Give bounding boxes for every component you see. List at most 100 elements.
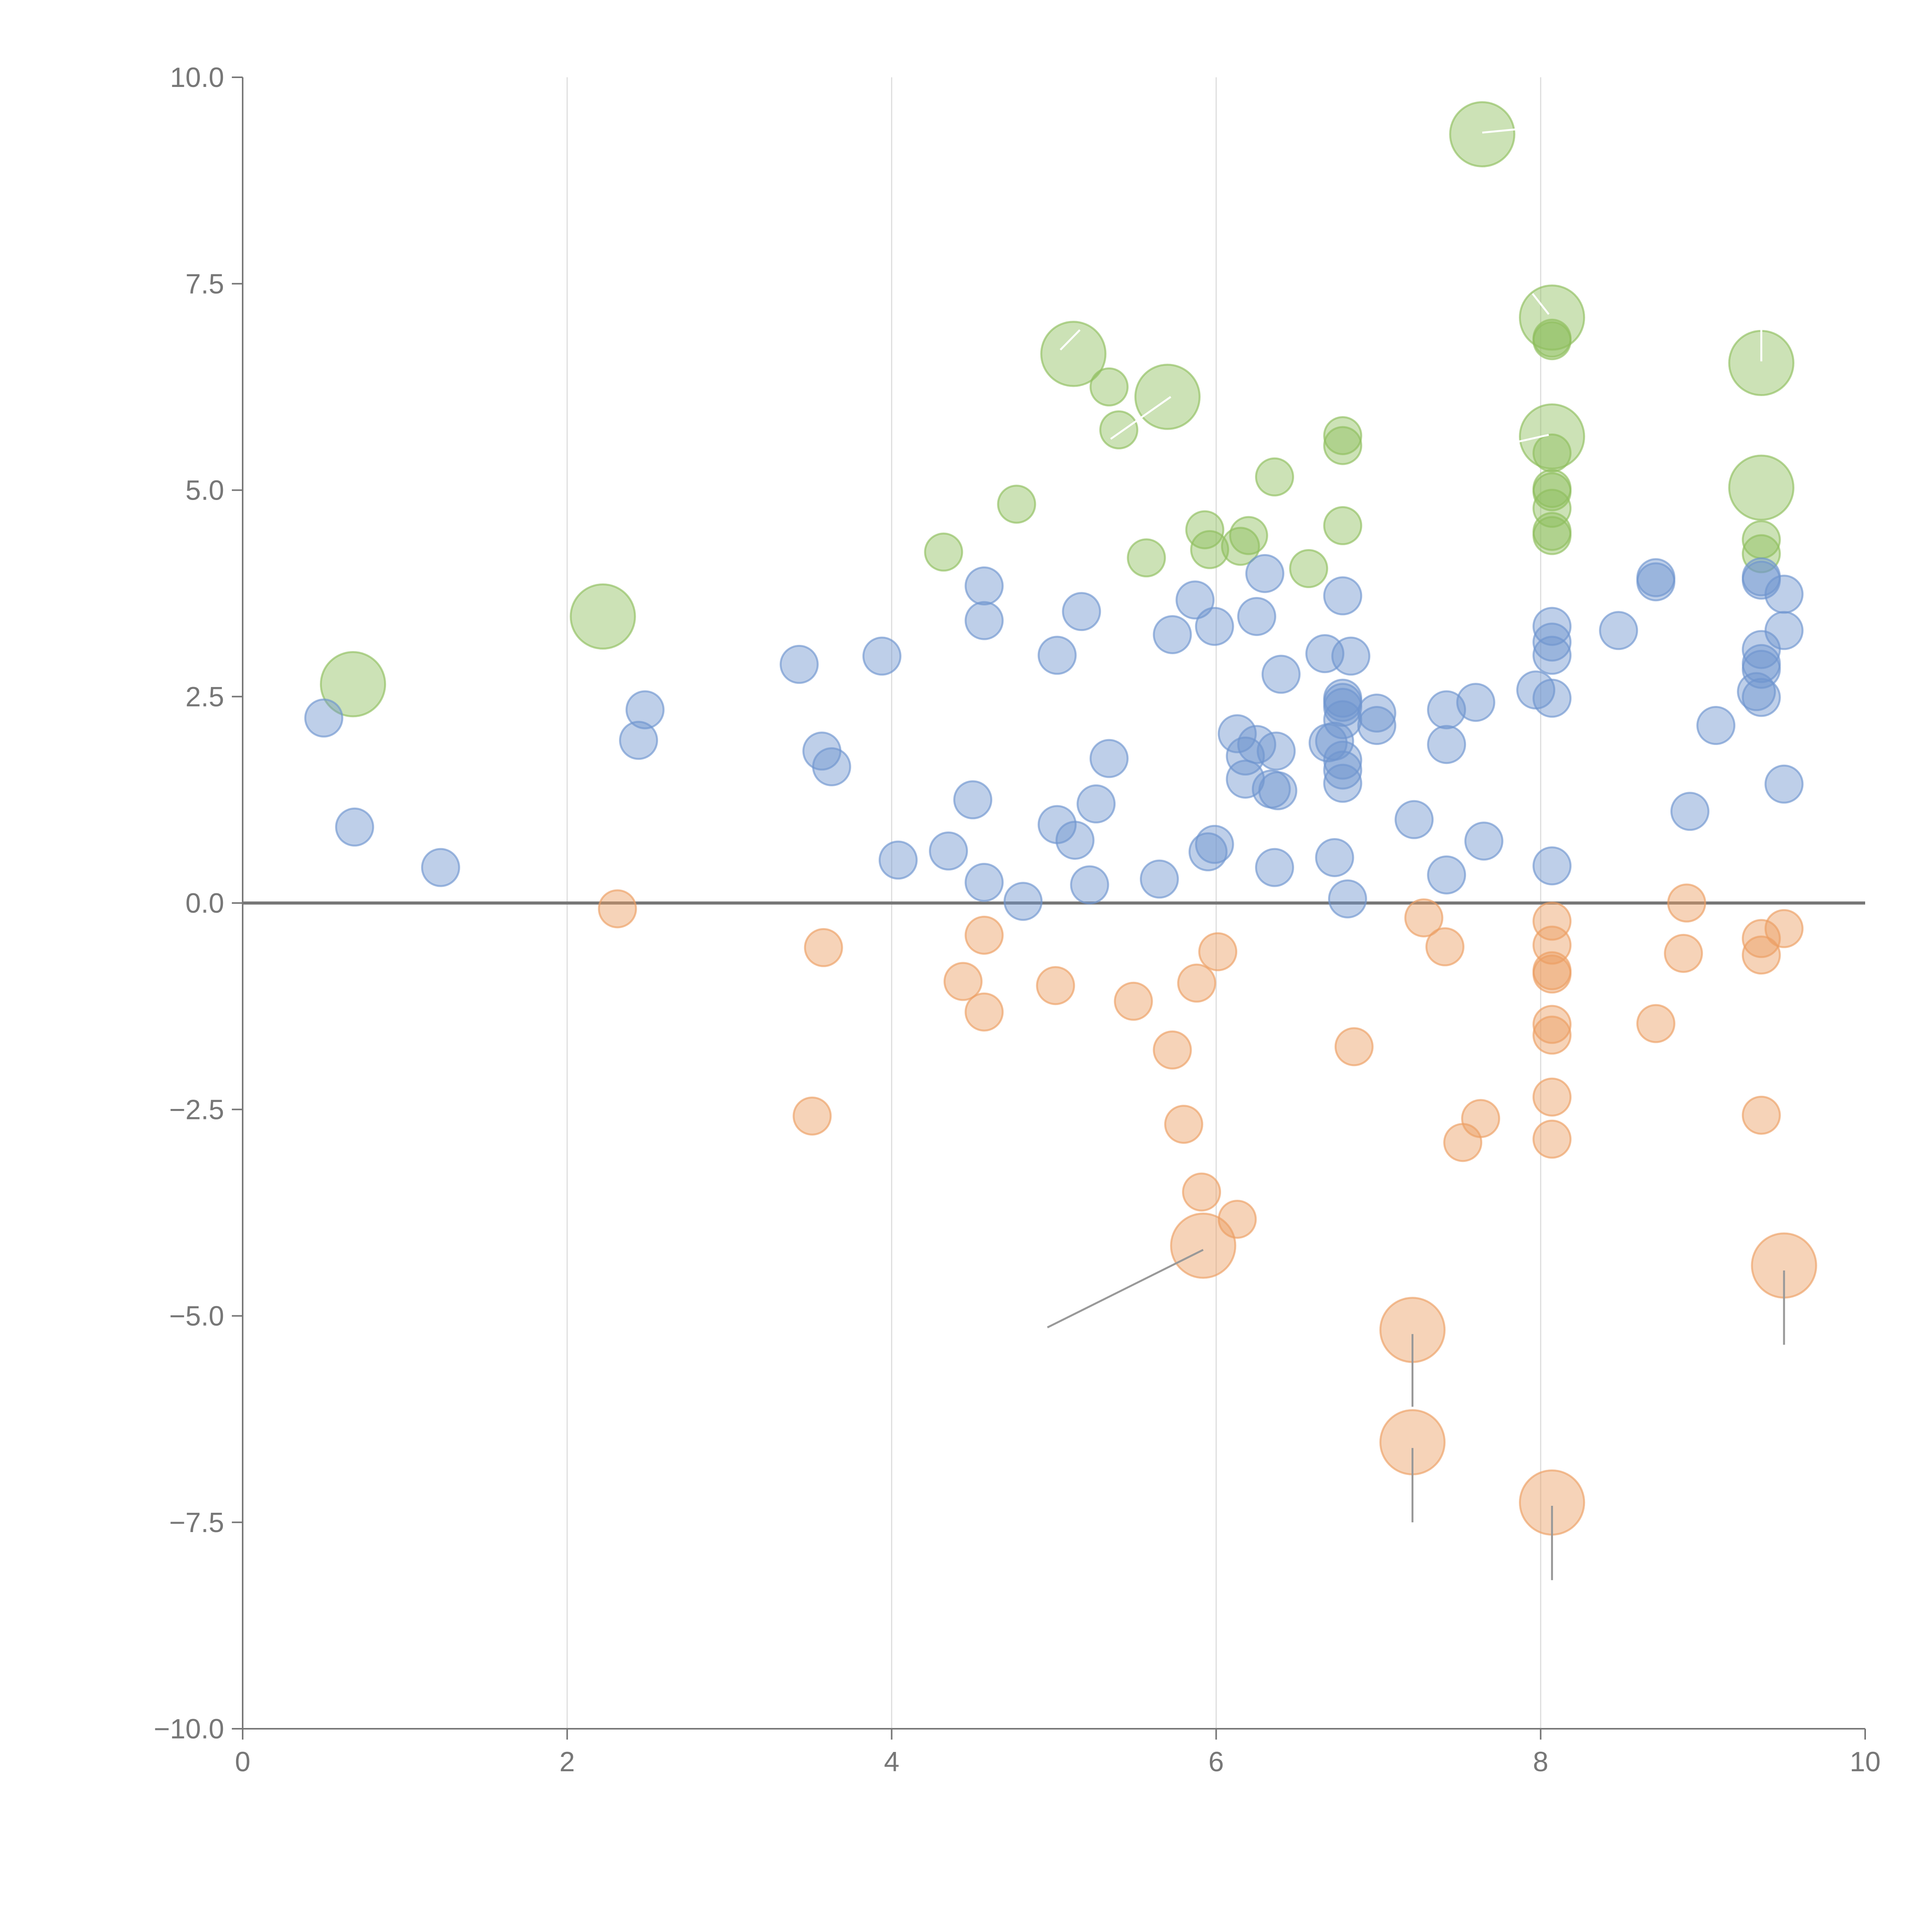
positive-bubble (1089, 367, 1129, 406)
neutral-bubble (779, 645, 819, 684)
neutral-bubble (1670, 792, 1710, 831)
negative-bubble (1177, 963, 1216, 1003)
neutral-bubble (1696, 706, 1736, 745)
y-tick-label: −5.0 (169, 1301, 224, 1332)
neutral-bubble (1323, 764, 1362, 803)
negative-bubble (1461, 1099, 1500, 1138)
x-tick-label: 2 (560, 1747, 575, 1777)
neutral-bubble (421, 848, 460, 887)
positive-bubble (1728, 454, 1794, 521)
neutral-bubble (812, 747, 851, 786)
neutral-bubble (1003, 882, 1043, 921)
neutral-bubble (929, 831, 968, 871)
negative-bubble (1218, 1199, 1257, 1239)
negative-bubble (1742, 919, 1781, 958)
neutral-bubble (625, 690, 665, 730)
y-tick-label: 5.0 (185, 475, 224, 506)
positive-bubble (1532, 472, 1572, 512)
neutral-bubble (1037, 636, 1077, 675)
neutral-bubble (1195, 607, 1234, 646)
neutral-bubble (1139, 859, 1179, 899)
neutral-bubble (878, 840, 918, 880)
positive-bubble (997, 485, 1036, 524)
neutral-bubble (1089, 739, 1129, 778)
positive-bubble (1289, 549, 1328, 588)
negative-bubble (1764, 909, 1804, 948)
annotation-leader-line (1110, 396, 1172, 440)
neutral-bubble (1742, 560, 1781, 600)
neutral-bubble (1257, 731, 1296, 771)
neutral-bubble (1055, 821, 1095, 860)
neutral-bubble (1464, 821, 1503, 861)
neutral-bubble (1175, 580, 1215, 620)
negative-bubble (1334, 1027, 1374, 1066)
neutral-bubble (1532, 846, 1572, 886)
neutral-bubble (1427, 690, 1466, 730)
neutral-bubble (1764, 764, 1804, 804)
neutral-bubble (1315, 721, 1354, 761)
negative-bubble (793, 1096, 832, 1136)
neutral-bubble (1764, 575, 1804, 614)
positive-bubble (1532, 516, 1572, 555)
neutral-bubble (1456, 683, 1495, 722)
neutral-bubble (964, 566, 1004, 605)
neutral-bubble (1764, 611, 1804, 650)
neutral-bubble (1070, 865, 1109, 905)
negative-bubble (804, 928, 843, 967)
annotation-leader-line (1482, 128, 1517, 134)
negative-bubble (1532, 954, 1572, 994)
neutral-bubble (1237, 597, 1276, 636)
x-tick-label: 8 (1533, 1747, 1548, 1777)
y-tick-layer: 10.0 7.5 5.0 2.5 0.0 −2.5 −5.0 −7.5 −10.0 (154, 62, 243, 1745)
negative-bubble (1532, 1119, 1572, 1159)
positive-bubble (924, 532, 963, 572)
negative-bubble (1742, 935, 1781, 975)
neutral-bubble (1261, 655, 1301, 694)
positive-bubble (1323, 506, 1362, 545)
y-tick-label: 0.0 (185, 888, 224, 919)
annotation-leader-line (1508, 434, 1549, 445)
x-tick-label: 0 (235, 1747, 250, 1777)
annotation-leader-line (1060, 329, 1081, 350)
negative-bubble (1742, 1095, 1781, 1135)
neutral-bubble (1331, 636, 1371, 676)
neutral-bubble (1427, 725, 1466, 764)
negative-bubble (1532, 901, 1572, 941)
y-tick-label: −10.0 (154, 1714, 224, 1745)
negative-bubble (598, 889, 637, 929)
neutral-bubble (1636, 562, 1675, 602)
neutral-bubble (1226, 736, 1265, 776)
neutral-bubble (1532, 636, 1572, 675)
neutral-bubble (335, 807, 374, 847)
neutral-bubble (1077, 784, 1116, 824)
negative-bubble (1532, 1077, 1572, 1117)
neutral-bubble (1395, 800, 1434, 839)
positive-bubble (1519, 284, 1585, 351)
negative-bubble (1036, 966, 1075, 1005)
negative-bubble (1114, 981, 1153, 1021)
positive-bubble (1532, 321, 1572, 361)
positive-bubble (1323, 416, 1362, 455)
neutral-bubble (1062, 592, 1101, 631)
negative-bubble (1532, 1005, 1572, 1044)
y-tick-label: 7.5 (185, 269, 224, 299)
negative-bubble (1404, 898, 1444, 937)
neutral-bubble (304, 698, 344, 738)
y-tick-label: 2.5 (185, 682, 224, 713)
negative-bubble (1153, 1030, 1192, 1070)
positive-bubble (1040, 321, 1107, 387)
neutral-bubble (1315, 838, 1354, 877)
negative-bubble (1182, 1172, 1221, 1212)
positive-bubble (1255, 457, 1294, 497)
neutral-bubble (1245, 554, 1284, 593)
negative-bubble (1164, 1105, 1203, 1144)
positive-bubble (1532, 489, 1572, 528)
negative-bubble (1425, 927, 1464, 966)
annotation-leader-line (1532, 293, 1550, 315)
annotation-leader-line (1047, 1249, 1204, 1328)
negative-bubble (1532, 1015, 1572, 1055)
neutral-bubble (1532, 679, 1572, 718)
neutral-bubble (1532, 622, 1572, 662)
positive-bubble (1532, 433, 1572, 473)
